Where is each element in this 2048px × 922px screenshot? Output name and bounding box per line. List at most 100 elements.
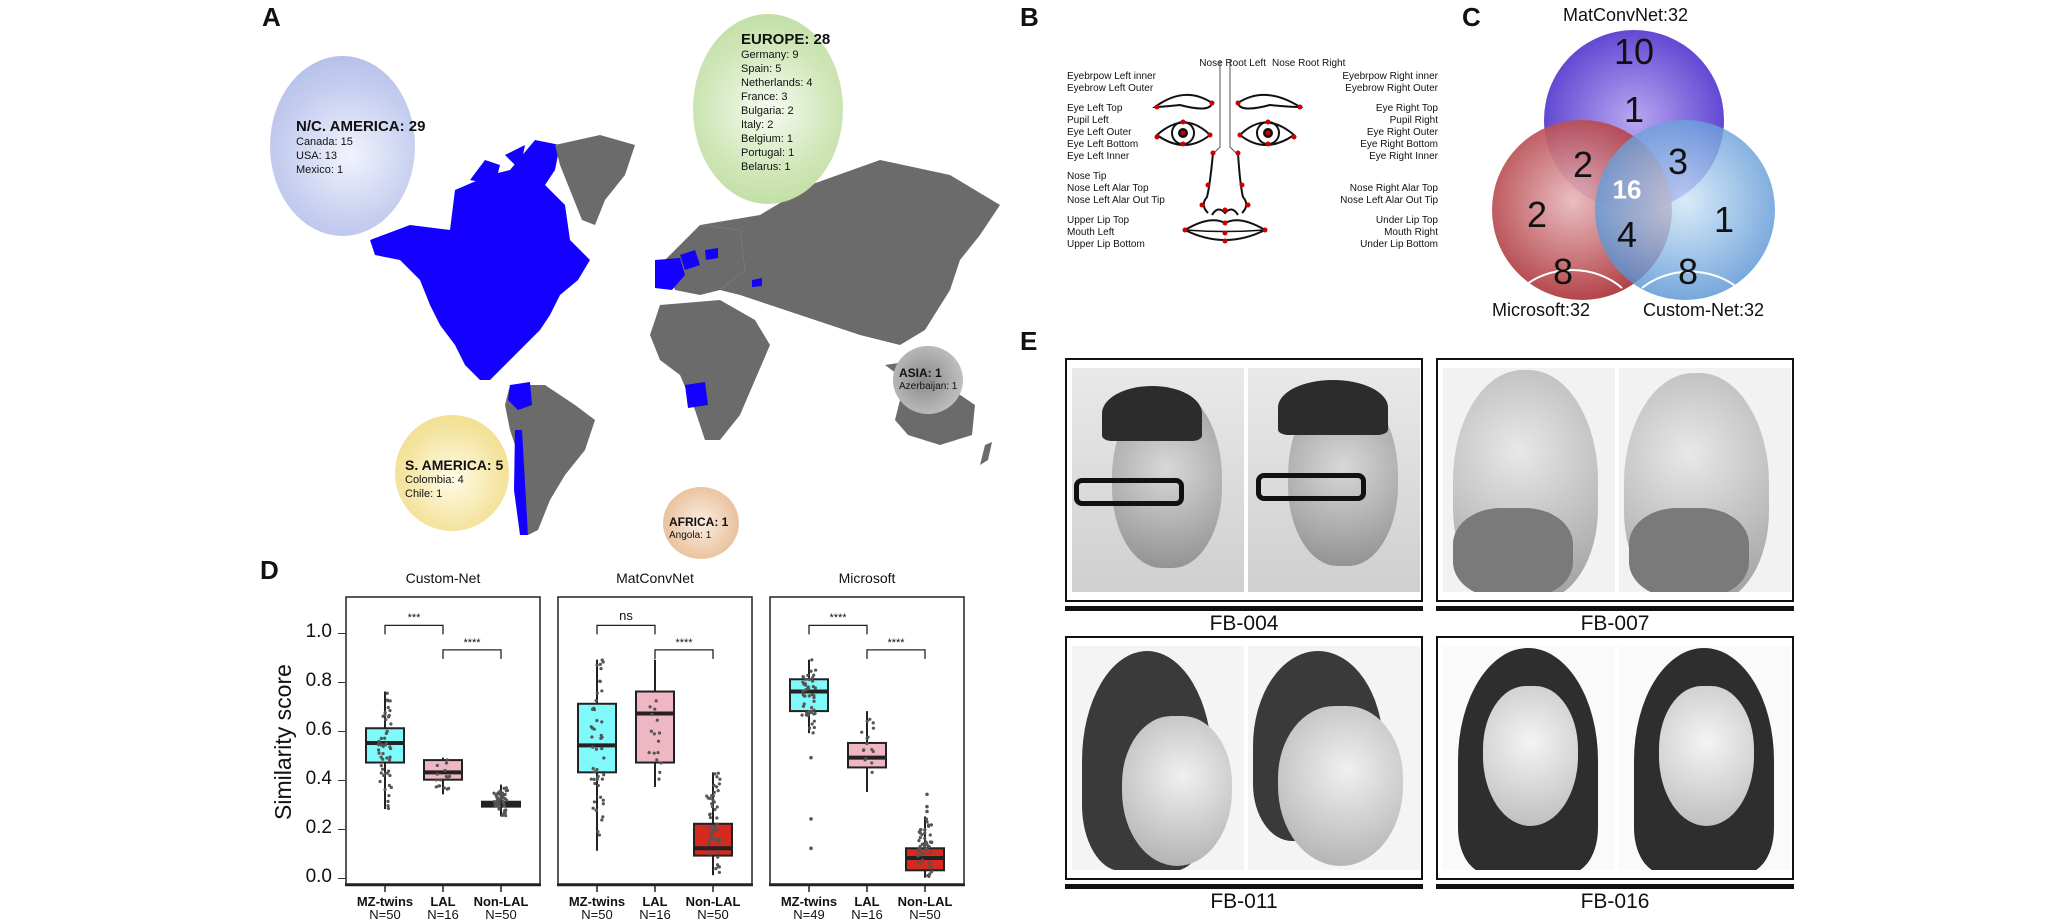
y-tick-label: 0.4 (305, 767, 332, 789)
data-point (599, 733, 603, 737)
data-point (810, 693, 814, 697)
landmark-label: Eye Right Top (1375, 103, 1438, 114)
region-title: AFRICA: 1 (669, 515, 729, 529)
data-point (386, 806, 390, 811)
x-tick-label: Non-LAL N=50 (474, 895, 529, 921)
data-point (388, 747, 393, 751)
data-point (496, 799, 500, 804)
data-point (383, 736, 387, 740)
group-count: N=50 (697, 907, 729, 922)
venn-count-matconvnet-only: 1 (1623, 89, 1645, 130)
panel-d-letter: D (260, 555, 279, 585)
data-point (376, 743, 381, 747)
data-point (809, 669, 813, 673)
data-point (809, 710, 813, 714)
region-title: EUROPE: 28 (741, 31, 831, 48)
data-point (812, 699, 816, 703)
face-photo-left (1443, 368, 1615, 592)
data-point (718, 777, 722, 781)
landmark-label: Eye Left Top (1067, 103, 1123, 114)
landmark-label: Eyebrow Right Outer (1345, 83, 1438, 94)
significance-label: ns (619, 608, 633, 624)
data-point (917, 860, 921, 864)
map-greenland (555, 135, 635, 225)
data-point (716, 865, 720, 869)
data-point (707, 839, 711, 843)
data-point (595, 767, 599, 772)
venn-count-matconvnet-customnet: 3 (1667, 141, 1689, 182)
data-point (377, 739, 381, 744)
data-point (501, 799, 505, 804)
face-silhouette (1483, 686, 1578, 826)
glasses-icon (1256, 473, 1366, 501)
data-point (805, 687, 809, 691)
data-point (806, 673, 810, 677)
venn-label-customnet: Custom-Net:32 (1643, 300, 1765, 320)
venn-count-matconvnet-only-top: 10 (1613, 31, 1655, 72)
region-item: Colombia: 4 (405, 474, 464, 486)
panel-e-letter: E (1020, 326, 1038, 356)
outlier-point (809, 755, 813, 760)
data-point (929, 870, 934, 874)
data-point (504, 814, 508, 818)
region-item: Bulgaria: 2 (741, 105, 794, 117)
data-point (715, 816, 719, 820)
data-point (925, 842, 929, 846)
data-point (708, 815, 713, 820)
data-point (801, 689, 805, 693)
data-point (929, 850, 933, 855)
group-name: Non-LAL (897, 894, 953, 909)
x-tick-label: Non-LAL N=50 (686, 895, 741, 921)
face-pair-fb-011 (1065, 636, 1423, 880)
significance-bracket (442, 649, 502, 659)
x-tick-label: Non-LAL N=50 (898, 895, 953, 921)
data-point (918, 850, 922, 854)
venn-label-matconvnet: MatConvNet:32 (1563, 5, 1689, 25)
data-point (383, 771, 387, 776)
data-point (594, 698, 598, 703)
data-point (387, 783, 392, 788)
data-point (384, 718, 388, 722)
data-point (712, 790, 717, 794)
data-point (378, 779, 382, 784)
data-point (715, 805, 719, 809)
data-point (492, 800, 496, 804)
data-point (591, 745, 595, 749)
significance-label: **** (675, 636, 693, 649)
data-point (594, 747, 599, 751)
y-tick-mark (338, 681, 345, 683)
landmark-label: Eyebrpow Left inner (1067, 71, 1156, 82)
box-mz-twins (577, 702, 617, 774)
data-point (923, 831, 927, 835)
divider-bar (1065, 606, 1423, 611)
data-point (653, 707, 657, 711)
data-point (388, 708, 392, 713)
data-point (446, 776, 450, 780)
divider-bar (1436, 606, 1794, 611)
data-point (652, 732, 656, 736)
data-point (861, 748, 866, 753)
data-point (865, 741, 869, 746)
y-tick-mark (338, 730, 345, 732)
data-point (495, 802, 499, 807)
data-point (918, 847, 922, 851)
data-point (708, 852, 712, 856)
data-point (659, 761, 663, 765)
data-point (500, 813, 505, 817)
map-new-zealand (980, 442, 992, 465)
data-point (717, 837, 722, 841)
data-point (654, 699, 658, 703)
y-tick-mark (338, 632, 345, 634)
landmark-label: Nose Left Alar Top (1067, 183, 1149, 194)
face-photo-right (1619, 646, 1791, 870)
y-tick-mark (338, 877, 345, 879)
y-tick-label: 0.6 (305, 718, 332, 740)
face-pair-fb-016 (1436, 636, 1794, 880)
group-name: MZ-twins (568, 894, 626, 909)
group-name: MZ-twins (780, 894, 838, 909)
data-point (438, 778, 443, 782)
region-title: N/C. AMERICA: 29 (296, 118, 426, 135)
face-photo-right (1248, 368, 1420, 592)
data-point (656, 739, 661, 743)
bubble-africa: AFRICA: 1 Angola: 1 (663, 487, 739, 559)
